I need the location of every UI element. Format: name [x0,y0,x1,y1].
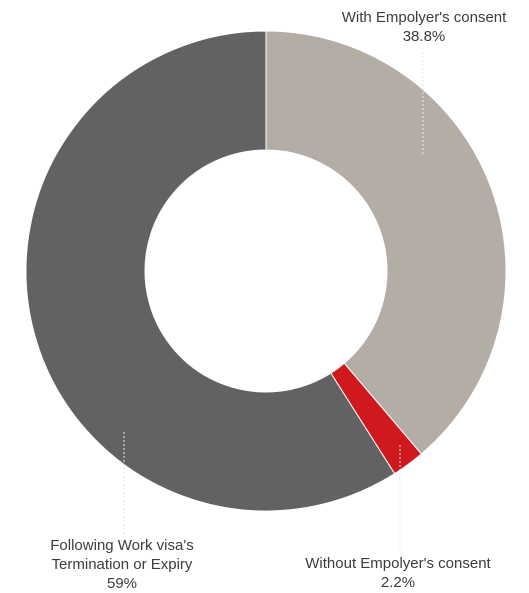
label-visa-expiry-value: 59% [106,575,138,592]
slice-with-consent [265,30,507,455]
label-with-consent-value: 38.8% [402,28,446,45]
label-with-consent: With Empolyer's consent 38.8% [300,8,529,46]
label-with-consent-name: With Empolyer's consent [341,9,507,26]
label-visa-expiry-line-2: Termination or Expiry [51,556,193,573]
label-visa-expiry: Following Work visa's Termination or Exp… [16,536,228,593]
label-visa-expiry-line-1: Following Work visa's [50,537,194,554]
slice-visa-expiry [25,30,396,512]
label-without-consent-value: 2.2% [380,574,416,591]
label-without-consent-name: Without Empolyer's consent [305,555,491,572]
label-without-consent: Without Empolyer's consent 2.2% [262,554,529,592]
